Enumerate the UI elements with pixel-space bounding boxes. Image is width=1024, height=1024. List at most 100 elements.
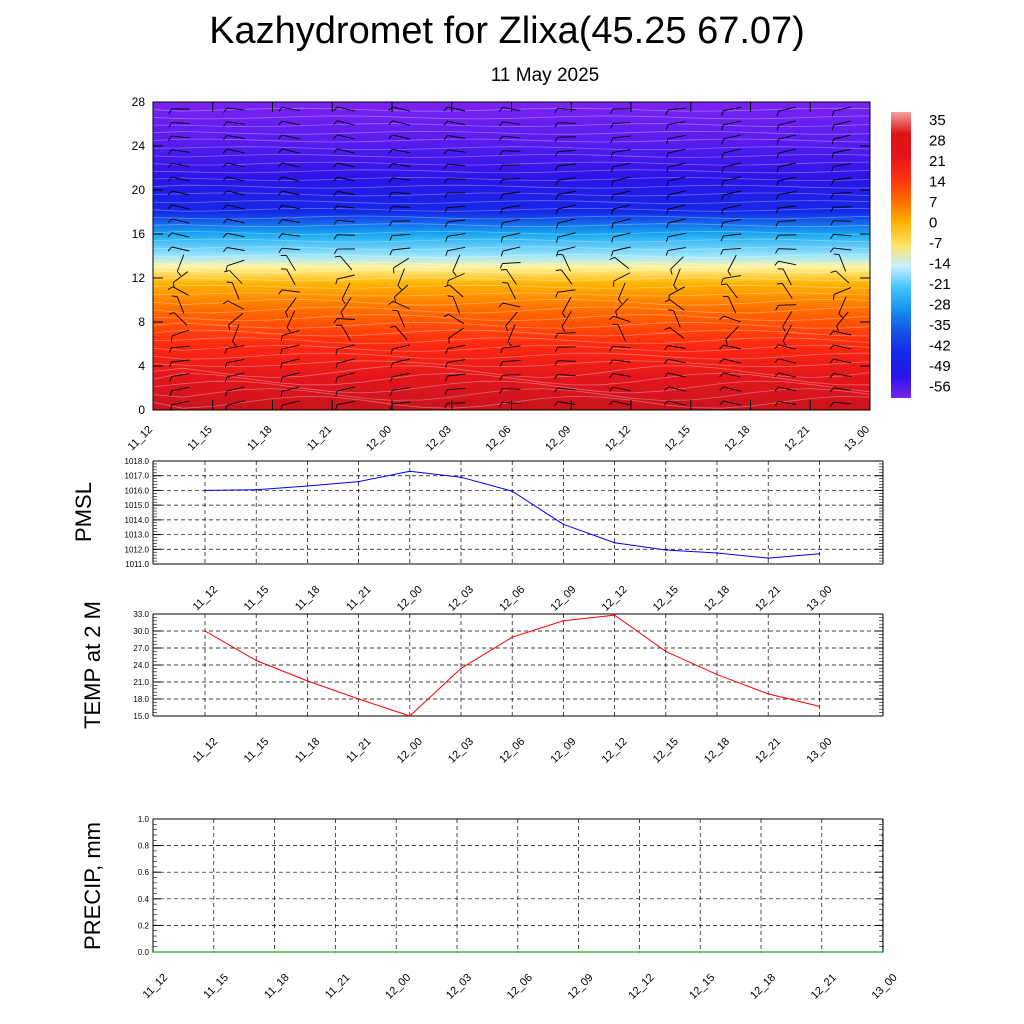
y-tick-label: 1014.0 xyxy=(125,516,150,525)
x-tick-label: 11_21 xyxy=(305,424,335,454)
contour-line xyxy=(153,352,870,360)
x-tick-label: 12_18 xyxy=(702,584,732,614)
contour-line xyxy=(153,337,870,345)
wind-barb xyxy=(335,324,351,342)
wind-barb xyxy=(333,106,355,112)
wind-barb xyxy=(830,220,852,226)
wind-barb xyxy=(390,358,411,369)
wind-barb xyxy=(777,268,792,286)
x-tick-label: 12_09 xyxy=(548,584,578,614)
y-tick-label: 15.0 xyxy=(133,712,149,721)
wind-barb xyxy=(333,162,355,168)
contour-line xyxy=(153,215,870,220)
contour-line xyxy=(153,277,870,282)
wind-barb xyxy=(168,108,190,115)
wind-barb xyxy=(829,358,852,364)
data-point xyxy=(456,951,458,953)
wind-barb xyxy=(666,204,686,215)
wind-barb xyxy=(829,344,852,350)
wind-barb xyxy=(167,218,190,224)
wind-barb xyxy=(668,309,681,328)
x-tick-label: 12_21 xyxy=(782,424,812,454)
wind-barb xyxy=(774,260,797,266)
wind-barb xyxy=(281,268,296,286)
wind-barb xyxy=(333,148,355,154)
wind-barb xyxy=(278,233,300,239)
wind-barb xyxy=(168,149,190,155)
contour-line xyxy=(153,254,870,258)
contour-line xyxy=(153,138,870,143)
contour-line xyxy=(153,230,870,235)
wind-barb xyxy=(452,254,461,276)
wind-barb xyxy=(500,246,521,257)
wind-barb xyxy=(664,386,686,392)
colorbar-label: 7 xyxy=(929,194,937,211)
data-point xyxy=(821,951,823,953)
wind-barb xyxy=(333,134,355,140)
wind-barb xyxy=(169,400,190,410)
wind-barb xyxy=(554,332,576,339)
wind-barb xyxy=(609,256,630,269)
wind-barb xyxy=(608,400,631,406)
wind-barb xyxy=(333,205,356,211)
data-point xyxy=(613,541,616,544)
wind-barb xyxy=(664,299,685,311)
wind-barb xyxy=(232,324,240,346)
wind-barb xyxy=(389,220,411,227)
wind-barb xyxy=(222,300,244,310)
wind-barb xyxy=(721,120,741,131)
wind-barb xyxy=(167,176,190,182)
wind-barb xyxy=(782,324,792,346)
wind-barb xyxy=(612,323,626,342)
y-axis-title: PRECIP, mm xyxy=(80,822,105,950)
x-tick-label: 11_12 xyxy=(191,584,221,614)
wind-barb xyxy=(609,373,631,379)
wind-barb xyxy=(499,374,521,381)
wind-barb xyxy=(278,120,300,126)
wind-barb xyxy=(448,327,465,344)
wind-barb xyxy=(499,262,521,269)
wind-barb xyxy=(500,345,521,354)
wind-barb xyxy=(278,106,300,112)
x-tick-label: 12_00 xyxy=(383,972,413,1002)
wind-barb xyxy=(388,163,411,169)
colorbar-label: -49 xyxy=(929,358,951,375)
wind-barb xyxy=(721,283,738,299)
wind-barb xyxy=(829,387,852,393)
wind-barb xyxy=(721,106,742,117)
wind-barb xyxy=(223,134,245,140)
wind-barb xyxy=(831,134,852,145)
wind-barb xyxy=(555,163,576,172)
y-tick-label: 21.0 xyxy=(133,678,149,687)
wind-barb xyxy=(388,177,411,183)
wind-barb xyxy=(278,190,300,196)
data-point xyxy=(460,667,462,670)
wind-barb xyxy=(443,135,466,141)
heatmap-fill xyxy=(153,102,870,410)
wind-barb xyxy=(500,218,521,229)
wind-barb xyxy=(333,191,355,197)
y-tick-label: 1013.0 xyxy=(125,531,150,540)
data-point xyxy=(562,523,565,526)
wind-barb xyxy=(555,218,576,229)
wind-barb xyxy=(333,120,355,126)
data-point xyxy=(818,705,821,708)
wind-barb xyxy=(333,234,356,240)
y-tick-label: 24 xyxy=(132,139,146,153)
contour-line xyxy=(153,365,870,378)
colorbar-label: -42 xyxy=(929,338,951,355)
wind-barb xyxy=(445,246,466,257)
data-point xyxy=(638,951,641,953)
wind-barb xyxy=(280,344,300,355)
wind-barb xyxy=(176,254,185,276)
wind-barb xyxy=(393,257,410,274)
wind-barb xyxy=(507,324,516,346)
wind-barb xyxy=(498,302,521,308)
contour-line xyxy=(153,223,870,228)
x-tick-label: 12_06 xyxy=(505,972,535,1002)
wind-barb xyxy=(278,176,300,182)
x-tick-label: 12_09 xyxy=(543,424,573,454)
wind-barb xyxy=(720,219,742,228)
wind-barb xyxy=(500,269,517,285)
wind-barb xyxy=(499,164,521,171)
